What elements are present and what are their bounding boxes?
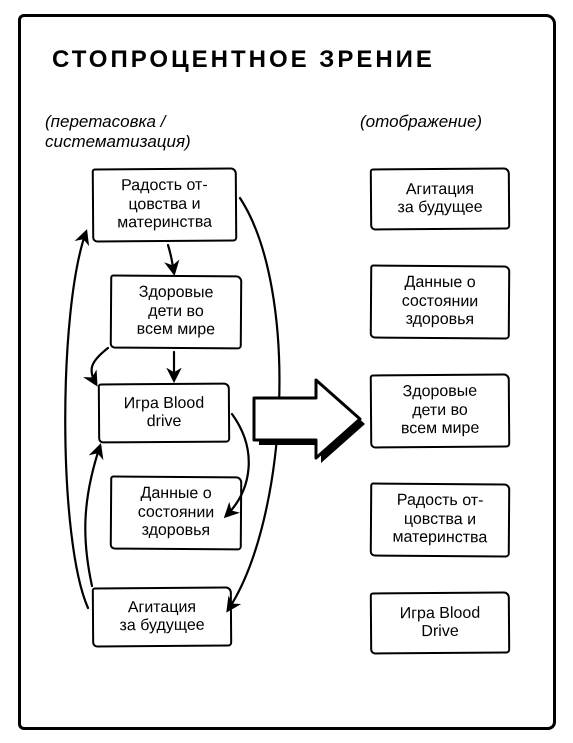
left-box-1: Здоровые дети во всем мире xyxy=(110,275,243,350)
left-box-2: Игра Blood drive xyxy=(98,383,230,444)
diagram-title: СТОПРОЦЕНТНОЕ ЗРЕНИЕ xyxy=(52,46,435,74)
right-box-4: Игра Blood Drive xyxy=(370,592,510,655)
right-box-2: Здоровые дети во всем мире xyxy=(370,374,511,449)
left-box-0: Радость от- цовства и материнства xyxy=(92,167,238,242)
right-box-0: Агитация за будущее xyxy=(370,168,510,231)
right-column-header: (отображение) xyxy=(360,112,482,132)
left-column-header: (перетасовка / систематизация) xyxy=(45,112,191,152)
left-box-3: Данные о состоянии здоровья xyxy=(110,476,243,551)
right-box-3: Радость от- цовства и материнства xyxy=(370,483,511,558)
right-box-1: Данные о состоянии здоровья xyxy=(370,265,511,340)
left-box-4: Агитация за будущее xyxy=(92,587,232,648)
